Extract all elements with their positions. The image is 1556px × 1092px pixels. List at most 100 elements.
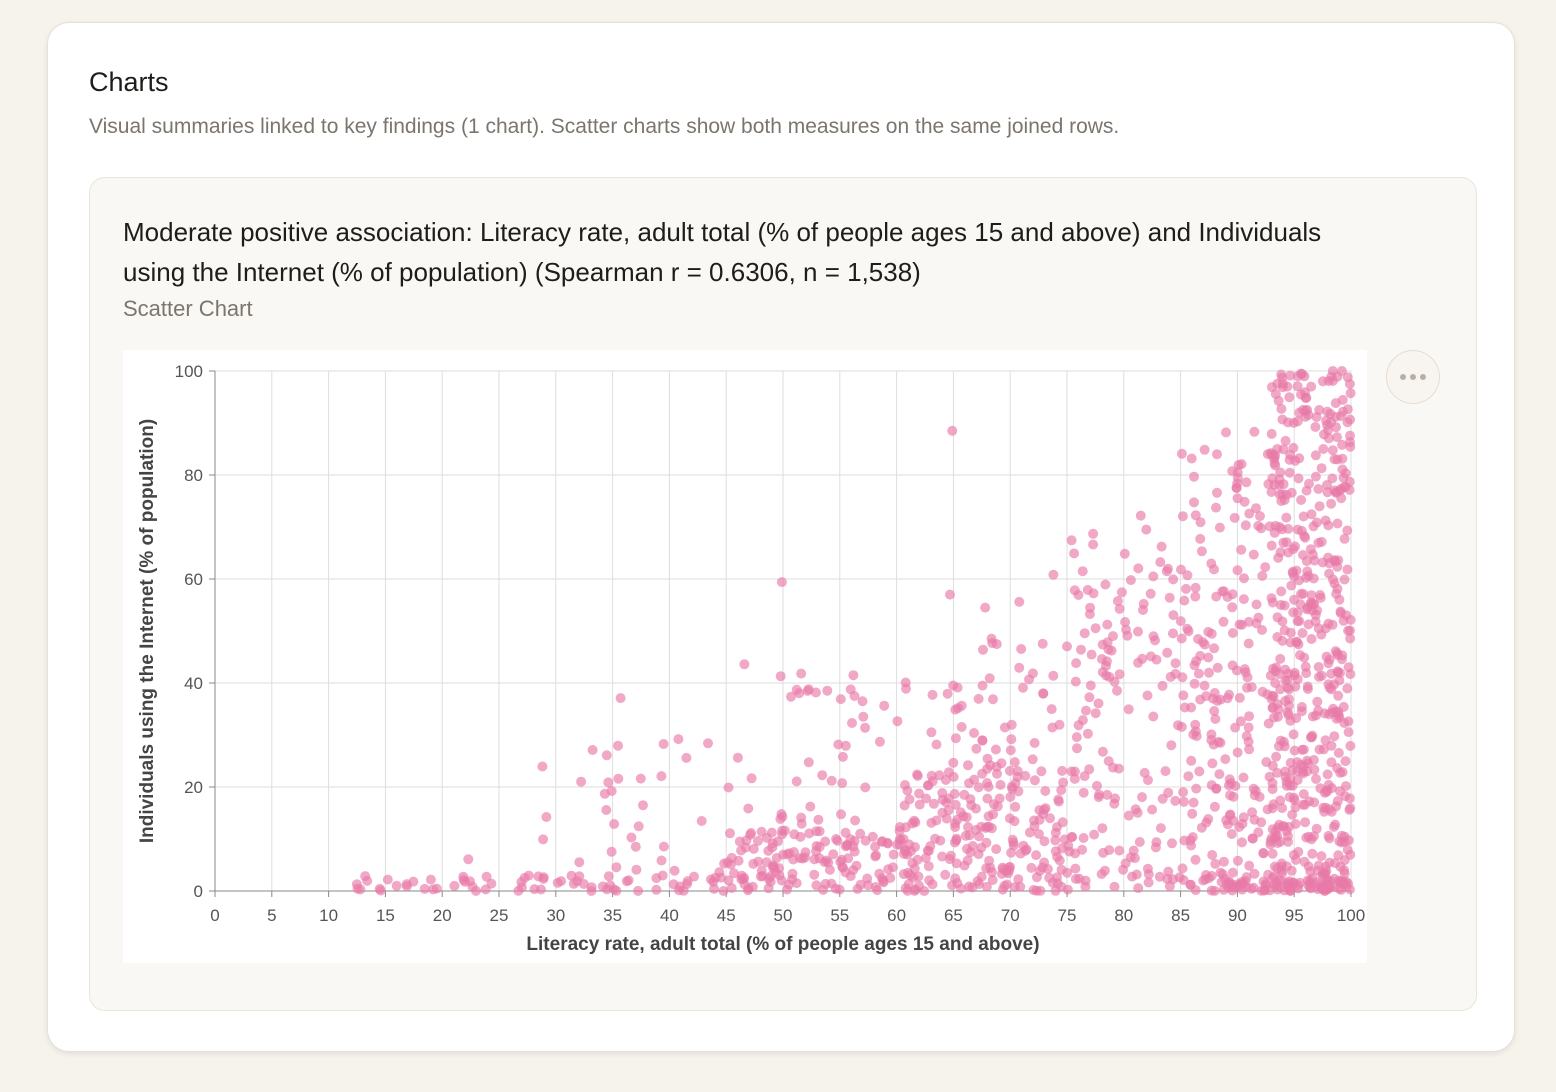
scatter-point — [1338, 615, 1349, 626]
scatter-point — [1212, 662, 1223, 673]
x-tick-label: 85 — [1171, 906, 1190, 925]
scatter-point — [1142, 690, 1153, 701]
scatter-point — [928, 798, 939, 809]
scatter-point — [1167, 838, 1177, 849]
scatter-point — [1071, 658, 1082, 669]
scatter-point — [1284, 392, 1295, 403]
scatter-point — [1344, 884, 1355, 895]
scatter-point — [1066, 535, 1077, 546]
scatter-point — [1109, 676, 1120, 687]
scatter-point — [809, 854, 820, 865]
scatter-point — [971, 743, 982, 754]
scatter-point — [878, 875, 889, 886]
scatter-point — [1106, 645, 1117, 656]
scatter-point — [835, 694, 846, 705]
scatter-point — [1282, 707, 1293, 718]
scatter-point — [1190, 885, 1201, 896]
scatter-point — [1319, 429, 1329, 440]
scatter-point — [1177, 511, 1188, 522]
scatter-point — [1306, 509, 1317, 520]
scatter-point — [962, 855, 973, 866]
scatter-point — [1013, 874, 1024, 885]
scatter-point — [1305, 866, 1316, 877]
scatter-point — [1312, 696, 1323, 707]
scatter-point — [912, 769, 923, 780]
scatter-point — [630, 841, 641, 852]
x-axis-label: Literacy rate, adult total (% of people … — [526, 934, 1039, 955]
scatter-point — [945, 589, 955, 600]
scatter-point — [1282, 381, 1293, 392]
scatter-point — [658, 841, 669, 852]
scatter-point — [1189, 660, 1200, 671]
scatter-point — [1323, 830, 1334, 841]
scatter-point — [787, 868, 798, 879]
scatter-point — [1093, 698, 1104, 709]
scatter-point — [937, 851, 948, 862]
scatter-point — [1283, 836, 1293, 847]
scatter-point — [1182, 570, 1193, 581]
scatter-point — [1164, 592, 1175, 603]
scatter-point — [1343, 727, 1354, 738]
scatter-point — [1251, 503, 1261, 514]
chart-more-options-button[interactable] — [1386, 350, 1440, 404]
scatter-point — [1299, 530, 1310, 541]
scatter-point — [1040, 786, 1051, 796]
scatter-point — [1178, 690, 1189, 701]
scatter-point — [1278, 479, 1289, 490]
scatter-point — [1050, 835, 1061, 846]
scatter-point — [925, 841, 936, 852]
scatter-point — [1274, 819, 1285, 830]
scatter-point — [1100, 579, 1111, 590]
scatter-point — [1179, 595, 1190, 606]
scatter-point — [1053, 794, 1064, 805]
scatter-point — [763, 845, 774, 856]
scatter-point — [1275, 653, 1286, 664]
scatter-point — [635, 773, 646, 784]
scatter-point — [1304, 882, 1315, 893]
scatter-point — [1289, 795, 1300, 806]
scatter-point — [1175, 616, 1186, 627]
scatter-point — [1326, 757, 1337, 768]
scatter-point — [1329, 731, 1340, 742]
scatter-point — [1300, 817, 1311, 828]
scatter-point — [1332, 796, 1343, 806]
scatter-point — [1337, 439, 1348, 450]
scatter-point — [1248, 549, 1259, 560]
scatter-point — [991, 844, 1002, 855]
scatter-point — [519, 872, 530, 883]
scatter-point — [1289, 745, 1300, 756]
scatter-point — [1298, 744, 1309, 755]
scatter-point — [1090, 708, 1101, 719]
scatter-point — [1342, 417, 1353, 428]
scatter-point — [471, 885, 481, 896]
scatter-point — [1296, 589, 1306, 599]
scatter-point — [709, 883, 720, 894]
scatter-point — [840, 740, 851, 751]
scatter-point — [1240, 667, 1251, 678]
scatter-point — [828, 849, 839, 860]
scatter-point — [1190, 854, 1201, 865]
scatter-point — [1048, 670, 1059, 681]
scatter-point — [1231, 665, 1242, 676]
scatter-point — [1072, 743, 1082, 754]
scatter-point — [963, 822, 973, 832]
scatter-point — [1324, 568, 1335, 579]
scatter-point — [1285, 885, 1295, 896]
scatter-point — [956, 883, 966, 894]
scatter-point — [1026, 862, 1037, 873]
scatter-point — [1062, 867, 1073, 878]
scatter-point — [1301, 392, 1312, 403]
y-tick-label: 80 — [184, 466, 203, 485]
scatter-point — [1313, 662, 1324, 672]
scatter-point — [1058, 777, 1069, 788]
scatter-point — [980, 602, 991, 613]
scatter-point — [1244, 744, 1255, 755]
scatter-point — [1015, 881, 1026, 892]
scatter-point — [1069, 766, 1080, 777]
scatter-point — [1078, 787, 1089, 798]
scatter-point — [1286, 487, 1297, 498]
scatter-point — [391, 880, 402, 891]
scatter-point — [900, 677, 911, 688]
scatter-point — [1227, 628, 1238, 638]
scatter-point — [1273, 711, 1283, 722]
